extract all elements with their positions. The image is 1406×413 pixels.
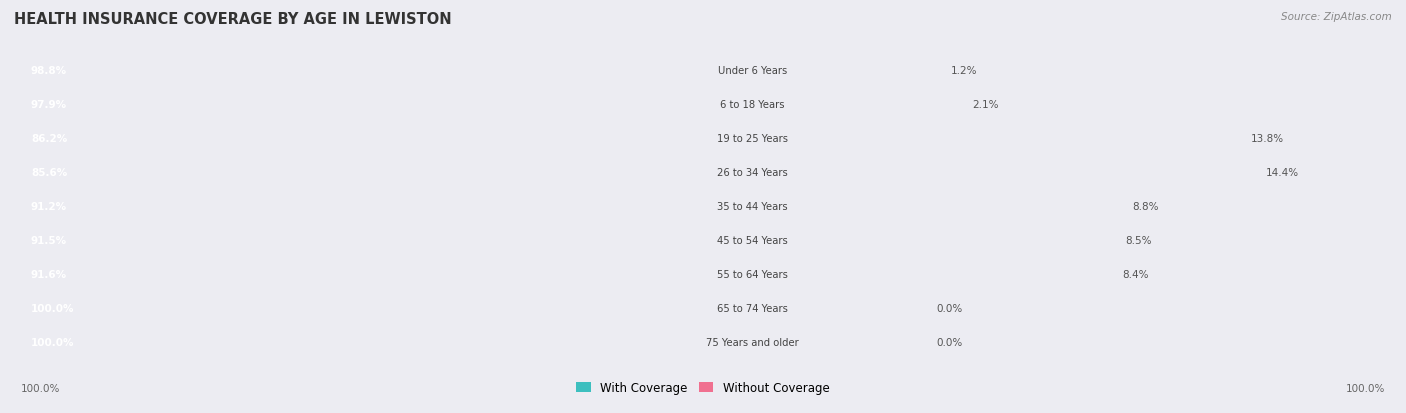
Text: 45 to 54 Years: 45 to 54 Years — [717, 235, 787, 245]
Text: 8.5%: 8.5% — [1125, 235, 1152, 245]
Text: 13.8%: 13.8% — [1251, 133, 1284, 144]
Text: Source: ZipAtlas.com: Source: ZipAtlas.com — [1281, 12, 1392, 22]
Text: 91.5%: 91.5% — [31, 235, 67, 245]
Text: 2.1%: 2.1% — [973, 100, 998, 109]
Text: 100.0%: 100.0% — [31, 337, 75, 347]
Text: 8.4%: 8.4% — [1122, 269, 1149, 280]
Text: Under 6 Years: Under 6 Years — [717, 66, 787, 76]
Text: 35 to 44 Years: 35 to 44 Years — [717, 202, 787, 211]
Text: 91.2%: 91.2% — [31, 202, 67, 211]
Text: HEALTH INSURANCE COVERAGE BY AGE IN LEWISTON: HEALTH INSURANCE COVERAGE BY AGE IN LEWI… — [14, 12, 451, 27]
Text: 91.6%: 91.6% — [31, 269, 67, 280]
Text: 6 to 18 Years: 6 to 18 Years — [720, 100, 785, 109]
Text: 97.9%: 97.9% — [31, 100, 67, 109]
Text: 85.6%: 85.6% — [31, 168, 67, 178]
Text: 100.0%: 100.0% — [31, 304, 75, 313]
Legend: With Coverage, Without Coverage: With Coverage, Without Coverage — [572, 377, 834, 399]
Text: 55 to 64 Years: 55 to 64 Years — [717, 269, 787, 280]
Text: 86.2%: 86.2% — [31, 133, 67, 144]
Text: 75 Years and older: 75 Years and older — [706, 337, 799, 347]
Text: 100.0%: 100.0% — [1346, 383, 1385, 393]
Text: 14.4%: 14.4% — [1265, 168, 1299, 178]
Text: 100.0%: 100.0% — [21, 383, 60, 393]
Text: 26 to 34 Years: 26 to 34 Years — [717, 168, 787, 178]
Text: 0.0%: 0.0% — [936, 304, 963, 313]
Text: 1.2%: 1.2% — [950, 66, 977, 76]
Text: 65 to 74 Years: 65 to 74 Years — [717, 304, 787, 313]
Text: 19 to 25 Years: 19 to 25 Years — [717, 133, 787, 144]
Text: 0.0%: 0.0% — [936, 337, 963, 347]
Text: 98.8%: 98.8% — [31, 66, 67, 76]
Text: 8.8%: 8.8% — [1132, 202, 1159, 211]
